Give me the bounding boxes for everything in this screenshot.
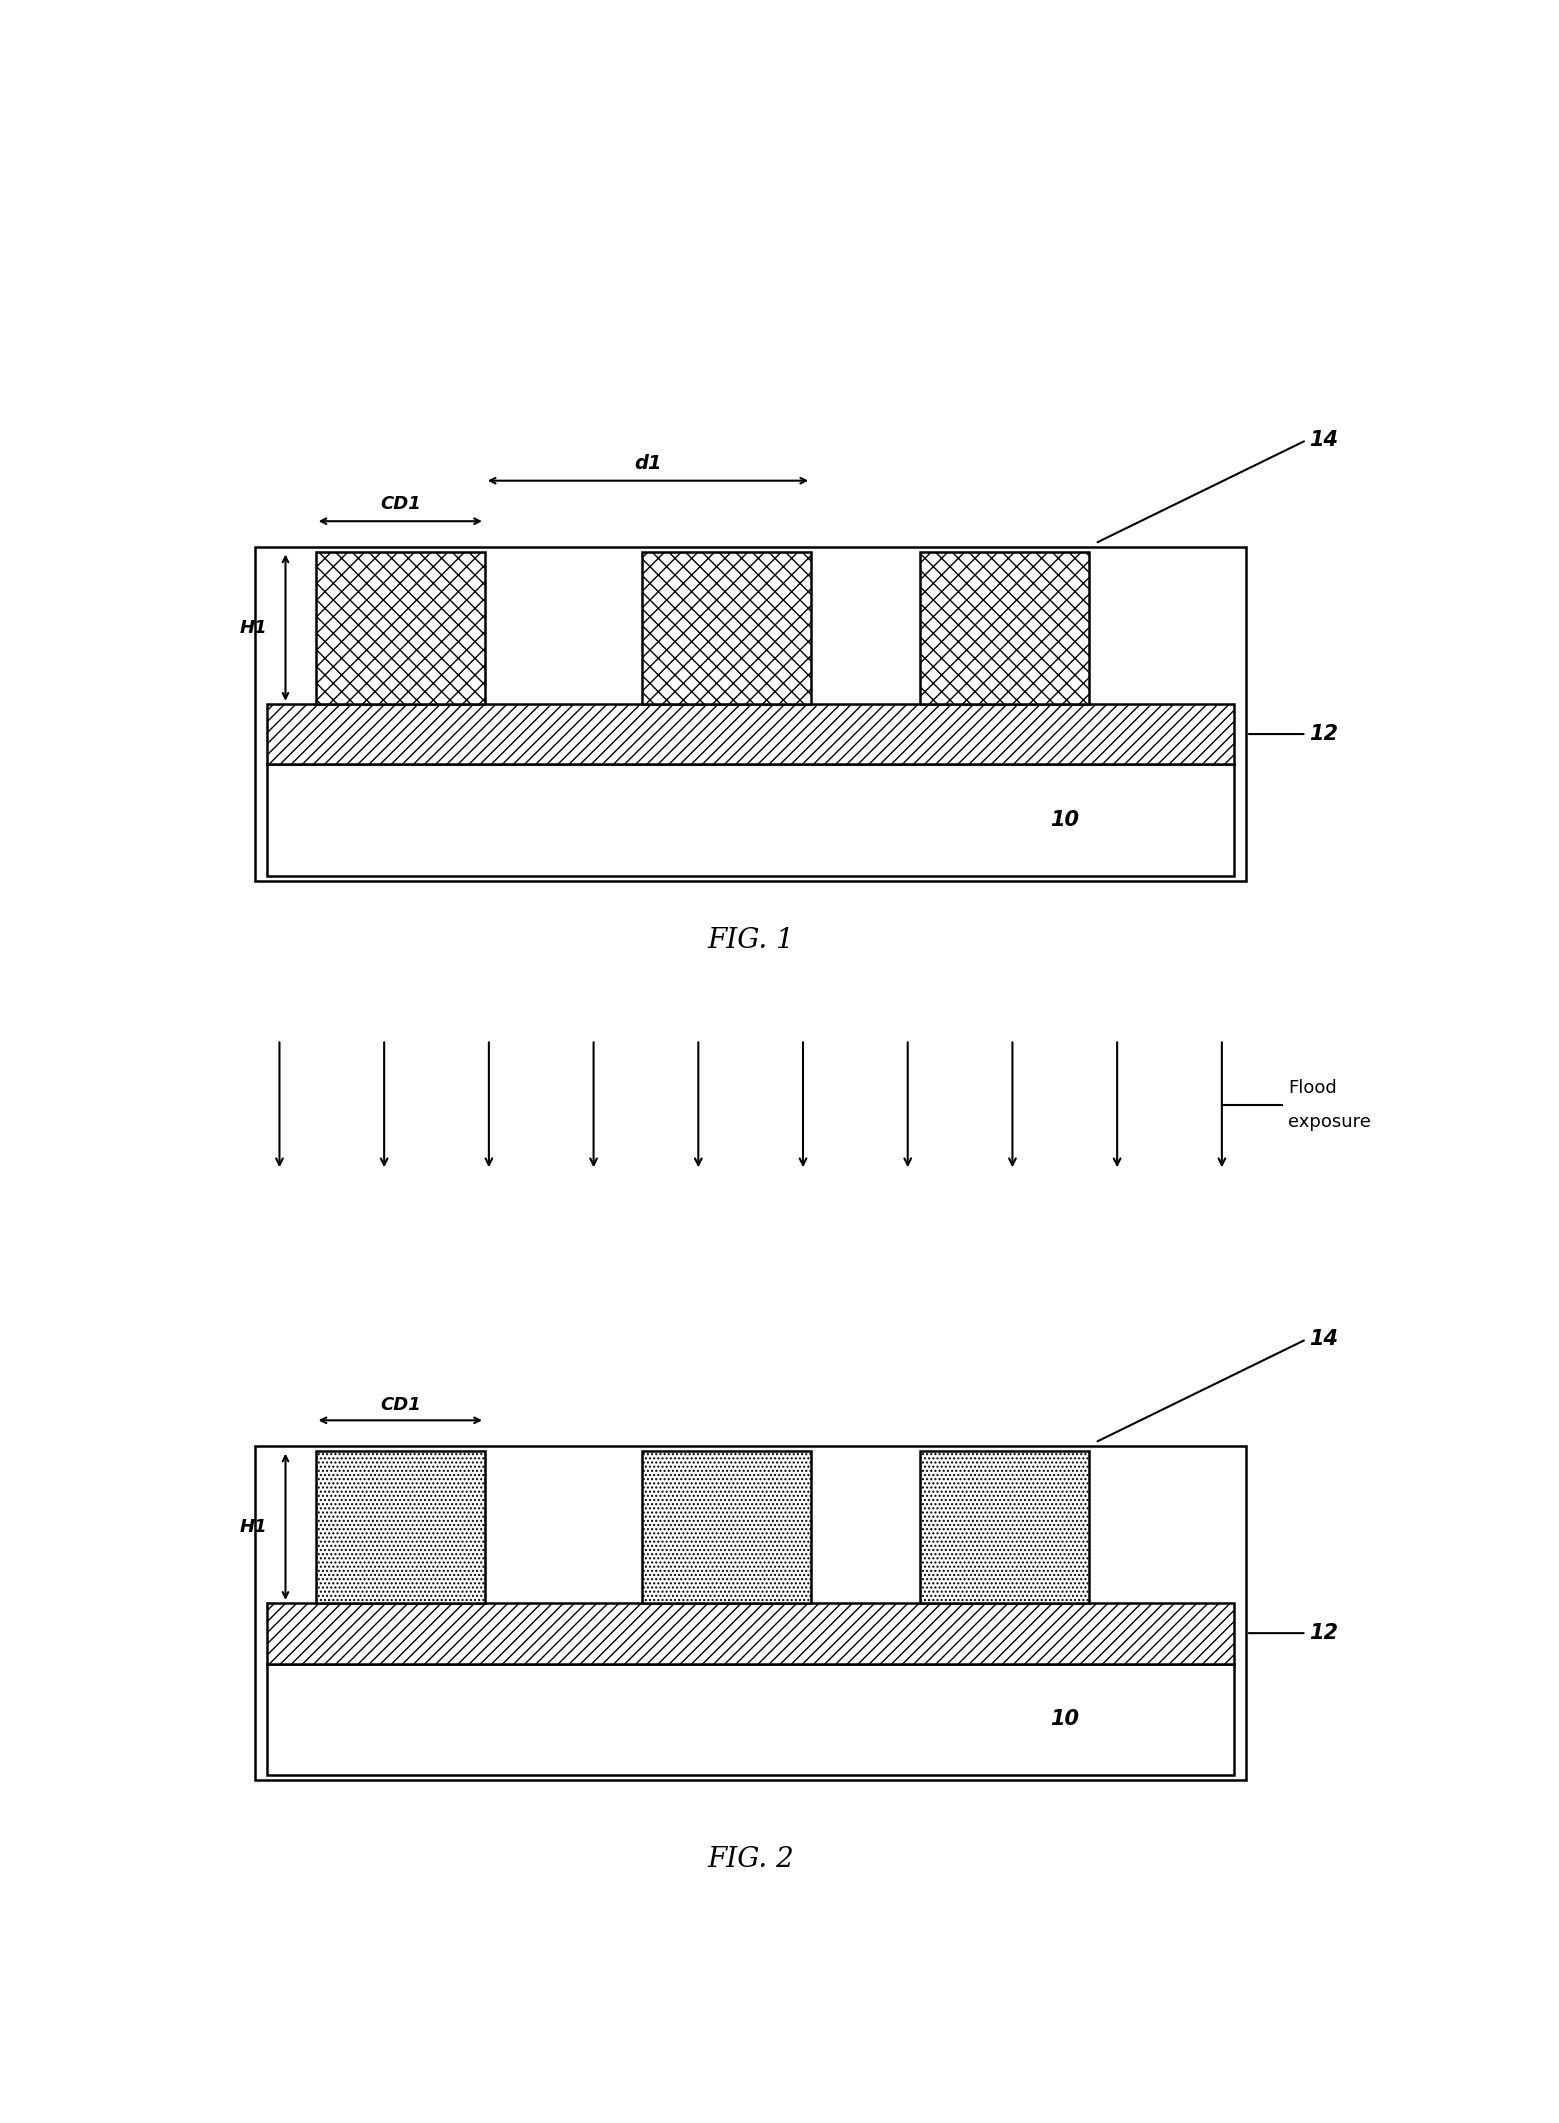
Bar <box>256 1446 1246 1779</box>
Bar <box>315 1450 485 1603</box>
Text: H1: H1 <box>240 1518 268 1535</box>
Text: FIG. 1: FIG. 1 <box>708 926 794 953</box>
Text: exposure: exposure <box>1288 1112 1372 1132</box>
Text: CD1: CD1 <box>380 495 421 514</box>
Text: 14: 14 <box>1310 431 1338 450</box>
Text: 12: 12 <box>1310 724 1338 743</box>
Bar <box>268 764 1235 877</box>
Text: H1: H1 <box>240 618 268 637</box>
Text: 14: 14 <box>1310 1329 1338 1350</box>
Bar <box>920 1450 1088 1603</box>
Text: 12: 12 <box>1310 1624 1338 1643</box>
Text: CD1: CD1 <box>380 1395 421 1414</box>
Text: 10: 10 <box>1051 811 1079 830</box>
Bar <box>642 1450 811 1603</box>
Bar <box>920 552 1088 703</box>
Bar <box>315 552 485 703</box>
Text: 10: 10 <box>1051 1709 1079 1730</box>
Text: d1: d1 <box>635 454 661 473</box>
Bar <box>642 552 811 703</box>
Bar <box>268 703 1235 764</box>
Bar <box>268 1664 1235 1775</box>
Text: FIG. 2: FIG. 2 <box>708 1847 794 1872</box>
Bar <box>256 548 1246 881</box>
Text: Flood: Flood <box>1288 1078 1338 1098</box>
Bar <box>268 1603 1235 1664</box>
